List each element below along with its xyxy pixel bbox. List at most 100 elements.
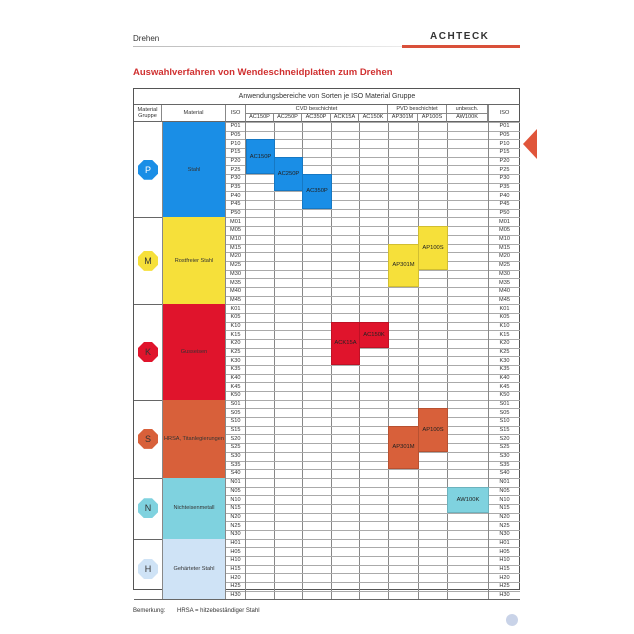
grid-line-horizontal [226,347,520,349]
grid-line-horizontal [226,503,520,505]
grid-line-horizontal [226,434,520,436]
iso-code-left: M45 [226,295,246,305]
iso-code-left: K10 [226,321,246,331]
iso-code-left: S25 [226,443,246,452]
iso-code-right: P30 [488,174,520,183]
grid-line-vertical [447,122,448,600]
iso-code-left: K50 [226,391,246,400]
material-cell-m: Rostfreier Stahl [162,217,226,305]
grid-line-horizontal [226,156,520,158]
iso-code-left: H10 [226,556,246,565]
material-group-badge-s: S [138,428,158,449]
iso-code-left: S05 [226,408,246,418]
grid-line-horizontal [226,477,520,479]
iso-code-left: P40 [226,191,246,201]
iso-code-left: H20 [226,573,246,583]
iso-code-right: M40 [488,286,520,296]
iso-code-left: P10 [226,139,246,149]
iso-code-right: P45 [488,200,520,209]
iso-code-left: M05 [226,226,246,235]
grid-line-horizontal [226,295,520,297]
grid-line-vertical [388,122,389,600]
remark-label: Bemerkung: [133,608,166,614]
grid-line-vertical [274,122,275,600]
grid-line-horizontal [226,174,520,176]
iso-code-left: K25 [226,347,246,357]
grid-line-horizontal [226,382,520,384]
grid-line-horizontal [226,130,520,132]
page-title: Auswahlverfahren von Wendeschneidplatten… [133,67,393,78]
iso-code-right: H30 [488,590,520,600]
iso-code-left: N25 [226,521,246,530]
section-header: Drehen [133,34,160,43]
iso-code-left: K40 [226,373,246,383]
iso-code-right: M10 [488,234,520,244]
iso-code-right: P01 [488,122,520,131]
grid-line-horizontal [226,408,520,410]
iso-code-right: K25 [488,347,520,357]
material-group-badge-k: K [138,342,158,363]
iso-code-left: K05 [226,312,246,322]
grid-line-horizontal [226,460,520,462]
grid-line-horizontal [226,260,520,262]
iso-code-right: P05 [488,130,520,140]
grade-header-ack15a: ACK15A [331,113,359,122]
material-group-badge-m: M [138,250,158,271]
material-group-badge-h: H [138,559,158,580]
iso-code-right: K05 [488,312,520,322]
grade-header-ac150k: AC150K [359,113,388,122]
grid-line-horizontal [226,252,520,254]
grid-line-horizontal [226,486,520,488]
iso-code-right: K50 [488,391,520,400]
iso-code-left: S30 [226,451,246,461]
grade-range-aw100k: AW100K [447,486,489,513]
iso-code-right: K20 [488,339,520,348]
iso-code-left: N05 [226,486,246,496]
iso-code-right: S20 [488,434,520,444]
iso-code-right: K35 [488,365,520,374]
grid-line-horizontal [226,208,520,210]
iso-code-right: P35 [488,182,520,192]
grade-range-ac150k: AC150K [359,321,389,348]
iso-code-right: S15 [488,425,520,435]
grade-header-ac250p: AC250P [274,113,302,122]
grid-line-horizontal [226,451,520,453]
iso-code-left: S40 [226,469,246,478]
material-cell-p: Stahl [162,122,226,218]
iso-code-right: N15 [488,503,520,513]
grade-range-ap301m: AP301M [388,425,419,470]
grade-range-ac150p: AC150P [246,139,275,175]
iso-code-left: K20 [226,339,246,348]
iso-code-right: S40 [488,469,520,478]
iso-code-left: M25 [226,260,246,270]
iso-code-right: P40 [488,191,520,201]
iso-code-left: M40 [226,286,246,296]
iso-code-left: S20 [226,434,246,444]
iso-code-right: H25 [488,582,520,591]
grid-line-horizontal [226,521,520,523]
grid-line-horizontal [226,286,520,288]
header-material: Material [162,105,226,122]
grid-line-horizontal [226,495,520,497]
chapter-tab[interactable] [523,129,537,159]
iso-code-right: H10 [488,556,520,565]
grid-line-horizontal [226,529,520,531]
grade-range-ack15a: ACK15A [331,321,360,366]
brand-logo: ACHTECK [430,31,490,42]
grid-line-horizontal [226,139,520,141]
coating-group-header: unbesch. [447,105,488,114]
grade-header-aw100k: AW100K [447,113,488,122]
grid-line-horizontal [226,217,520,219]
grade-range-ac350p: AC350P [302,174,332,209]
grade-header-ap100s: AP100S [418,113,447,122]
grid-line-horizontal [226,391,520,393]
iso-code-right: K40 [488,373,520,383]
grade-range-ap100s: AP100S [418,408,448,452]
grid-line-horizontal [226,573,520,575]
grid-line-horizontal [226,278,520,280]
iso-code-left: P35 [226,182,246,192]
page-number-badge [506,614,518,626]
iso-code-left: M35 [226,278,246,287]
grid-line-horizontal [226,191,520,193]
iso-code-right: P10 [488,139,520,149]
